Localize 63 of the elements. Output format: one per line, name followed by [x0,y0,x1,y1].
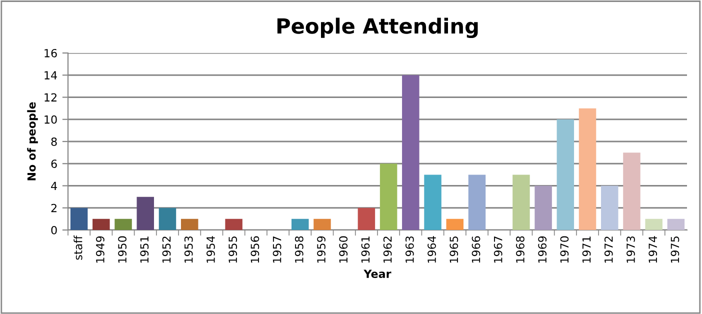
x-tick-label: 1952 [162,236,171,263]
y-tick-label: 14 [44,71,57,80]
x-tick-label: 1953 [184,236,193,263]
x-tick-label: 1974 [648,236,658,263]
x-tick-label: 1972 [604,236,613,263]
x-tick-label: 1958 [294,236,304,263]
x-tick-label: 1967 [494,236,502,263]
x-tick-label: 1964 [428,236,436,263]
bar [158,208,176,230]
x-tick-label: staff [74,235,82,260]
x-tick-label: 1966 [472,236,480,263]
chart-title: People Attending [277,18,478,38]
bar [556,119,574,230]
x-tick-label: 1951 [140,236,149,263]
x-tick-label: 1956 [250,236,260,263]
y-tick-label: 8 [51,137,57,146]
bar [180,218,198,230]
x-tick-label: 1955 [228,236,238,263]
bar [578,108,596,230]
x-tick-label: 1961 [361,236,370,263]
x-tick-label: 1962 [383,236,392,263]
y-tick-label: 10 [44,115,57,124]
bar [446,218,464,230]
bar [468,174,486,230]
bar [601,186,618,230]
bar [512,174,530,230]
bar [92,218,110,230]
bar [424,174,442,230]
x-tick-label: 1970 [560,236,569,263]
x-tick-label: 1954 [206,236,215,263]
x-tick-label: 1960 [339,236,348,263]
bar [314,218,331,230]
bar [623,152,640,230]
y-tick-label: 6 [51,160,57,168]
bar [292,218,309,230]
y-tick-label: 16 [44,48,57,58]
y-tick-label: 0 [51,226,57,234]
x-tick-label: 1963 [405,236,414,263]
bar [380,164,398,230]
bar [358,208,376,230]
bar [136,196,154,230]
bar [667,218,685,230]
bar [70,208,88,230]
x-tick-label: 1949 [96,236,104,263]
bar [402,75,420,230]
bar [114,218,132,230]
y-tick-label: 2 [51,204,56,212]
y-tick-label: 12 [44,93,56,102]
bar [225,218,242,230]
x-tick-label: 1973 [626,236,635,263]
x-tick-label: 1975 [670,236,680,263]
x-tick-label: 1971 [582,236,591,263]
x-tick-label: 1957 [272,236,282,263]
x-tick-label: 1950 [118,236,126,263]
bar [534,186,552,230]
x-tick-label: 1968 [516,236,524,263]
x-tick-label: 1969 [538,236,547,263]
y-axis-title: No of people [27,102,38,180]
x-axis-title: Year [364,270,392,278]
x-tick-label: 1959 [317,236,326,263]
y-tick-label: 4 [51,182,57,190]
bar [645,218,662,230]
x-tick-label: 1965 [450,236,458,263]
